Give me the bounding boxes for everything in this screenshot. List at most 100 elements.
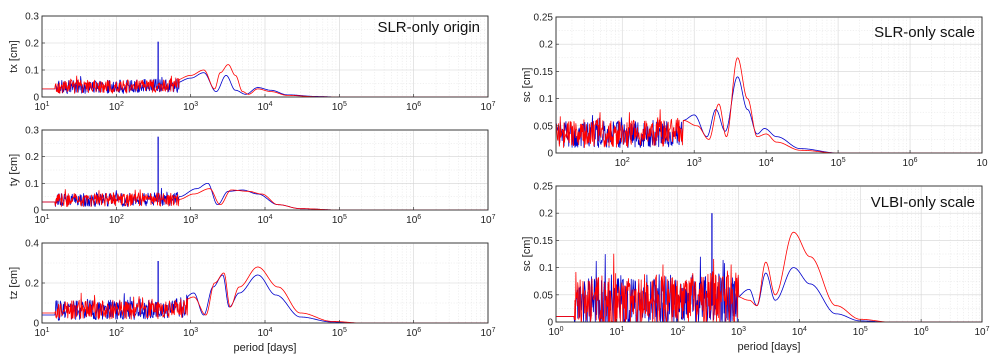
series-line-red xyxy=(42,64,488,97)
x-tick-label: 106 xyxy=(406,327,421,339)
x-tick-label: 104 xyxy=(792,326,807,338)
y-tick-label: 0.2 xyxy=(539,40,553,51)
x-tick-labels: 101 102 103 104 105 106 107 xyxy=(34,207,496,226)
x-tick-label: 106 xyxy=(903,157,918,169)
panel-ty: 101 102 103 104 105 106 107 0 0.1 0.2 0.3 ty [cm] xyxy=(8,126,496,227)
y-tick-label: 0 xyxy=(547,149,553,160)
x-tick-label: 104 xyxy=(257,101,272,113)
x-tick-label: 105 xyxy=(332,214,347,226)
x-tick-label: 100 xyxy=(548,326,563,338)
x-tick-labels: 101 102 103 104 105 106 107 xyxy=(34,94,496,113)
x-tick-label: 103 xyxy=(183,101,198,113)
panel-title: SLR-only origin xyxy=(377,19,480,36)
panel-title: VLBI-only scale xyxy=(871,194,975,211)
y-tick-labels: 0 0.1 0.2 0.3 xyxy=(25,126,45,217)
panel-tx: 101 102 103 104 105 106 107 0 0.1 0.2 0.3 tx [cm] SL… xyxy=(8,12,496,114)
panel-title: SLR-only scale xyxy=(874,24,975,41)
x-tick-label: 105 xyxy=(332,327,347,339)
y-tick-label: 0 xyxy=(33,319,39,330)
x-tick-label: 103 xyxy=(687,157,702,169)
y-tick-label: 0.1 xyxy=(539,263,553,274)
x-tick-label: 101 xyxy=(609,326,624,338)
x-tick-labels: 102 103 104 105 106 10 xyxy=(615,150,988,169)
y-axis-label: tx [cm] xyxy=(8,40,20,72)
y-axis-label: ty [cm] xyxy=(8,154,20,186)
plot-frame xyxy=(555,16,983,154)
series-group xyxy=(42,136,488,210)
series-line-blue xyxy=(42,72,488,97)
x-tick-labels: 101 102 103 104 105 106 107 xyxy=(34,320,496,339)
x-tick-label: 107 xyxy=(480,101,495,113)
y-tick-label: 0.15 xyxy=(534,67,554,78)
panel-tz: 101 102 103 104 105 106 107 0 0.2 0.4 tz [cm] perio… xyxy=(8,239,496,355)
y-tick-label: 0.1 xyxy=(25,179,39,190)
grid xyxy=(42,243,488,323)
x-tick-label: 107 xyxy=(974,326,989,338)
x-tick-label: 106 xyxy=(914,326,929,338)
y-tick-label: 0.3 xyxy=(25,126,39,137)
y-tick-label: 0 xyxy=(33,206,39,217)
x-axis-label: period [days] xyxy=(738,341,801,353)
x-tick-label: 106 xyxy=(406,214,421,226)
series-line-blue xyxy=(42,182,488,210)
y-axis-label: sc [cm] xyxy=(521,237,533,272)
y-axis-label: tz [cm] xyxy=(8,267,20,299)
y-tick-label: 0.15 xyxy=(534,236,554,247)
series-group xyxy=(42,261,488,323)
series-line-red xyxy=(556,231,982,322)
plot-frame xyxy=(555,185,983,323)
x-tick-label: 102 xyxy=(670,326,685,338)
x-tick-label: 101 xyxy=(34,101,49,113)
panel-sc-vlbi: 100 101 102 103 104 105 106 10700.050.10.150.20… xyxy=(521,182,990,354)
series-group xyxy=(556,213,982,322)
x-tick-label: 103 xyxy=(183,214,198,226)
y-tick-labels: 0 0.2 0.4 xyxy=(25,239,45,330)
y-tick-label: 0.1 xyxy=(25,66,39,77)
y-tick-label: 0.2 xyxy=(539,209,553,220)
y-tick-label: 0.2 xyxy=(25,39,39,50)
y-tick-label: 0 xyxy=(33,93,39,104)
x-tick-label: 107 xyxy=(480,327,495,339)
x-tick-label: 104 xyxy=(257,214,272,226)
x-tick-label: 104 xyxy=(257,327,272,339)
series-group xyxy=(42,41,488,97)
x-tick-labels: 100 101 102 103 104 105 106 107 xyxy=(548,319,990,338)
x-tick-label: 10 xyxy=(976,158,988,169)
panel-sc-slr: 102 103 104 105 106 10 0 0.05 0.1 0.15 0.2 0.25 sc [… xyxy=(521,13,988,170)
series-group xyxy=(556,57,982,153)
x-tick-label: 105 xyxy=(831,157,846,169)
x-tick-label: 103 xyxy=(731,326,746,338)
x-tick-label: 106 xyxy=(406,101,421,113)
y-tick-label: 0 xyxy=(547,318,553,329)
y-tick-labels: 0 0.1 0.2 0.3 xyxy=(25,12,45,104)
y-axis-label: sc [cm] xyxy=(521,68,533,103)
y-tick-labels: 0 0.05 0.1 0.15 0.2 0.25 xyxy=(534,13,559,160)
x-tick-label: 107 xyxy=(480,214,495,226)
x-axis-label: period [days] xyxy=(234,342,297,354)
x-tick-label: 101 xyxy=(34,214,49,226)
series-line-red xyxy=(42,266,488,323)
y-tick-label: 0.05 xyxy=(534,290,554,301)
y-tick-label: 0.2 xyxy=(25,152,39,163)
x-tick-label: 104 xyxy=(759,157,774,169)
y-tick-labels: 0 0.05 0.1 0.15 0.2 0.25 xyxy=(534,182,559,329)
y-tick-label: 0.3 xyxy=(25,12,39,23)
x-tick-label: 102 xyxy=(109,101,124,113)
x-tick-label: 105 xyxy=(332,101,347,113)
x-tick-label: 102 xyxy=(615,157,630,169)
y-tick-label: 0.4 xyxy=(25,239,39,250)
grid xyxy=(42,130,488,210)
y-tick-label: 0.2 xyxy=(25,279,39,290)
y-tick-label: 0.25 xyxy=(534,182,554,193)
x-tick-label: 102 xyxy=(109,214,124,226)
y-tick-label: 0.25 xyxy=(534,13,554,24)
y-tick-label: 0.05 xyxy=(534,121,554,132)
series-line-red xyxy=(42,188,488,210)
x-tick-label: 101 xyxy=(34,327,49,339)
series-line-red xyxy=(556,57,982,153)
x-tick-label: 103 xyxy=(183,327,198,339)
x-tick-label: 102 xyxy=(109,327,124,339)
series-line-blue xyxy=(42,274,488,323)
x-tick-label: 105 xyxy=(853,326,868,338)
